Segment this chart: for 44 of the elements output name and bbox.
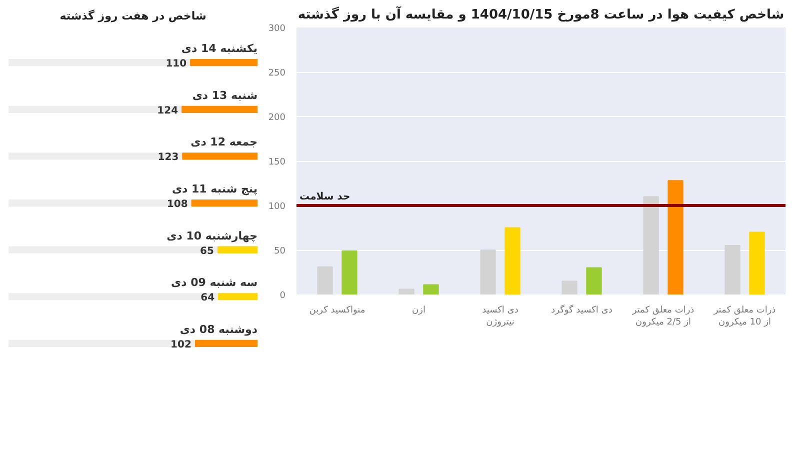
bar [724,245,740,294]
chart-title: شاخص کیفیت هوا در ساعت 8مورخ 1404/10/15 و مقایسه آن با روز گذشته [298,6,784,22]
ref-line-label: حد سلامت [300,192,350,202]
y-tick-label: 100 [268,202,286,212]
bar [342,250,358,294]
data-label: 65 [200,246,214,257]
data-label: 64 [200,292,215,304]
category-label: سه شنبه 09 دی [171,276,258,290]
bar [643,196,659,294]
y-tick-label: 250 [268,68,286,78]
x-tick-label: دی اکسید گوگرد [551,304,612,316]
bar [668,180,684,294]
data-label: 108 [166,199,188,210]
x-tick-label: ذرات معلق کمتر از 10 میکرون [712,306,776,328]
bar [218,293,258,300]
x-tick-label: ازن [412,306,426,316]
category-label: یکشنبه 14 دی [181,42,258,56]
bar [217,246,258,254]
data-label: 110 [166,58,187,70]
bar [423,284,439,294]
x-tick-label: ذرات معلق کمتر از 2/5 میکرون [631,306,694,328]
bar [562,280,578,294]
y-tick-label: 300 [268,24,286,34]
data-label: 124 [157,105,178,116]
category-label: چهارشنبه 10 دی [166,229,258,242]
chart-title: شاخص در هفت روز گذشته [60,10,206,22]
data-label: 123 [158,152,179,164]
y-tick-label: 0 [280,291,286,301]
category-label: پنج شنبه 11 دی [172,182,258,196]
y-tick-label: 50 [274,246,286,256]
x-tick-label: منواکسید کربن [309,306,366,316]
bar [504,227,520,294]
bar [586,267,602,294]
y-tick-label: 150 [268,158,286,168]
y-tick-label: 200 [268,113,286,123]
bar [480,250,496,294]
bar [317,266,333,294]
bar [749,232,765,294]
x-tick-label: دی اکسید نیتروژن [482,306,518,328]
category-label: دوشنبه 08 دی [180,322,258,336]
category-label: جمعه 12 دی [190,136,258,149]
bar [398,288,414,294]
category-label: شنبه 13 دی [192,88,258,102]
data-label: 102 [170,339,192,350]
